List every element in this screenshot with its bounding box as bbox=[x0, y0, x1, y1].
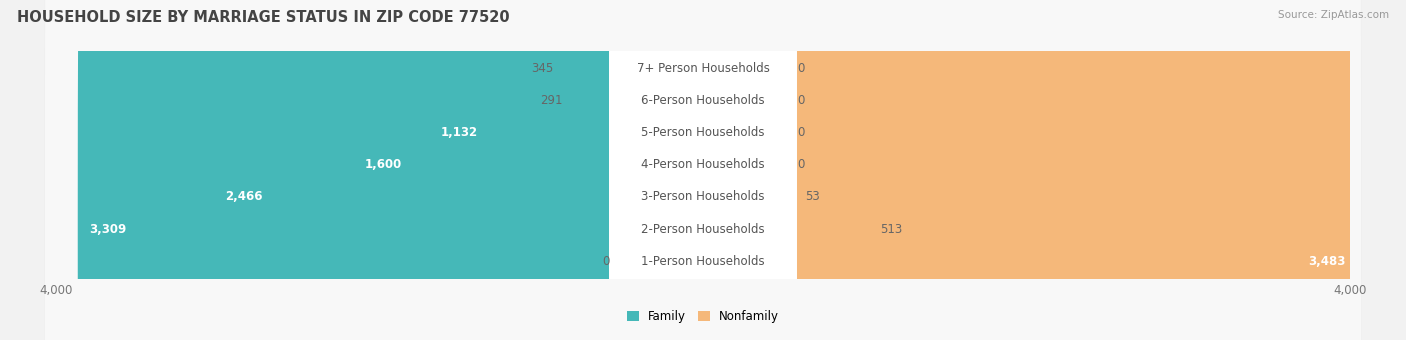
Text: 4-Person Households: 4-Person Households bbox=[641, 158, 765, 171]
FancyBboxPatch shape bbox=[45, 0, 1361, 340]
Text: 53: 53 bbox=[806, 190, 820, 203]
Legend: Family, Nonfamily: Family, Nonfamily bbox=[627, 310, 779, 323]
FancyBboxPatch shape bbox=[45, 0, 1361, 340]
Text: 0: 0 bbox=[797, 94, 804, 107]
Text: 0: 0 bbox=[602, 255, 609, 268]
Text: 291: 291 bbox=[540, 94, 562, 107]
Text: 6-Person Households: 6-Person Households bbox=[641, 94, 765, 107]
FancyBboxPatch shape bbox=[790, 0, 801, 340]
Text: 0: 0 bbox=[797, 62, 804, 75]
Text: 5-Person Households: 5-Person Households bbox=[641, 126, 765, 139]
Text: 2,466: 2,466 bbox=[225, 190, 263, 203]
Text: HOUSEHOLD SIZE BY MARRIAGE STATUS IN ZIP CODE 77520: HOUSEHOLD SIZE BY MARRIAGE STATUS IN ZIP… bbox=[17, 10, 509, 25]
FancyBboxPatch shape bbox=[609, 0, 797, 340]
FancyBboxPatch shape bbox=[430, 0, 616, 340]
FancyBboxPatch shape bbox=[609, 0, 797, 340]
FancyBboxPatch shape bbox=[790, 0, 1357, 340]
Text: 3-Person Households: 3-Person Households bbox=[641, 190, 765, 203]
Text: 0: 0 bbox=[797, 158, 804, 171]
FancyBboxPatch shape bbox=[354, 0, 616, 340]
FancyBboxPatch shape bbox=[609, 0, 797, 340]
Text: 3,309: 3,309 bbox=[89, 223, 127, 236]
Text: 7+ Person Households: 7+ Person Households bbox=[637, 62, 769, 75]
FancyBboxPatch shape bbox=[609, 0, 797, 340]
Text: 1-Person Households: 1-Person Households bbox=[641, 255, 765, 268]
FancyBboxPatch shape bbox=[565, 0, 616, 340]
Text: 3,483: 3,483 bbox=[1308, 255, 1346, 268]
FancyBboxPatch shape bbox=[214, 0, 616, 340]
FancyBboxPatch shape bbox=[609, 0, 797, 340]
FancyBboxPatch shape bbox=[609, 0, 797, 340]
Text: 1,600: 1,600 bbox=[366, 158, 402, 171]
Text: 2-Person Households: 2-Person Households bbox=[641, 223, 765, 236]
Text: 513: 513 bbox=[880, 223, 903, 236]
FancyBboxPatch shape bbox=[45, 0, 1361, 340]
FancyBboxPatch shape bbox=[45, 0, 1361, 340]
FancyBboxPatch shape bbox=[77, 0, 616, 340]
FancyBboxPatch shape bbox=[45, 0, 1361, 340]
FancyBboxPatch shape bbox=[45, 0, 1361, 340]
FancyBboxPatch shape bbox=[45, 0, 1361, 340]
Text: 345: 345 bbox=[531, 62, 554, 75]
Text: 1,132: 1,132 bbox=[440, 126, 478, 139]
FancyBboxPatch shape bbox=[557, 0, 616, 334]
Text: 0: 0 bbox=[797, 126, 804, 139]
FancyBboxPatch shape bbox=[609, 0, 797, 340]
FancyBboxPatch shape bbox=[790, 0, 876, 340]
Text: Source: ZipAtlas.com: Source: ZipAtlas.com bbox=[1278, 10, 1389, 20]
